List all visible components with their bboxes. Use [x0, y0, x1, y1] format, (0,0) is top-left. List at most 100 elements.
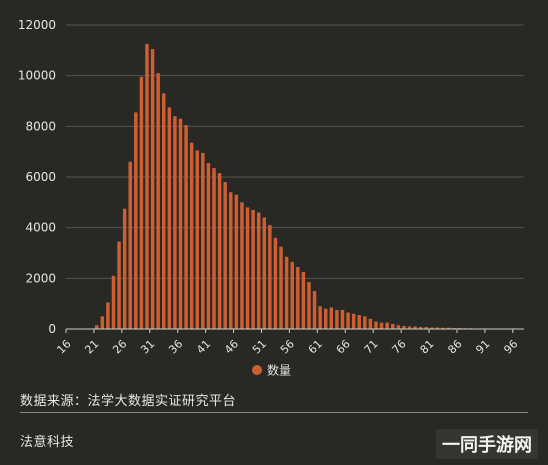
histogram-chart: 0 2000 4000 6000 8000 10000 12000 16 21 26 31 36 41…	[18, 18, 524, 378]
bar	[391, 323, 395, 329]
bar	[94, 325, 99, 329]
x-tick-label: 31	[138, 337, 157, 356]
bar	[430, 327, 434, 329]
bar	[357, 315, 361, 329]
legend[interactable]: 数量	[252, 363, 291, 378]
bar	[145, 44, 149, 329]
bar	[162, 93, 166, 330]
bar	[139, 76, 144, 329]
y-tick-label: 10000	[18, 69, 56, 83]
y-tick-label: 6000	[25, 170, 56, 184]
bar	[100, 316, 105, 329]
bar	[251, 209, 255, 329]
bar	[117, 241, 121, 329]
y-tick-label: 4000	[25, 221, 56, 235]
y-tick-label: 0	[48, 322, 56, 336]
bar	[307, 282, 311, 329]
bar	[229, 192, 233, 329]
bar	[240, 202, 244, 329]
bar	[206, 163, 211, 329]
x-tick-label: 51	[250, 337, 269, 356]
bar	[279, 246, 283, 329]
bar	[201, 152, 205, 329]
x-tick-label: 96	[501, 337, 520, 356]
bar-series	[94, 44, 523, 330]
bar	[106, 302, 110, 329]
x-tick-label: 86	[445, 337, 464, 356]
x-tick-label: 16	[54, 337, 73, 356]
organization-name: 法意科技	[20, 435, 75, 450]
x-tick-label: 66	[334, 337, 353, 356]
y-tick-label: 8000	[25, 119, 56, 133]
bar	[217, 173, 222, 329]
bar	[245, 207, 250, 329]
x-tick-label: 26	[110, 337, 129, 356]
bar	[195, 150, 199, 329]
bar	[363, 316, 367, 329]
x-tick-label: 56	[278, 337, 297, 356]
bar	[184, 125, 188, 329]
bar	[446, 327, 451, 329]
watermark-logo: 一同手游网	[436, 429, 538, 459]
bar	[435, 327, 440, 329]
x-tick-label: 91	[473, 337, 492, 356]
x-tick-label: 81	[418, 337, 437, 356]
y-tick-label: 12000	[18, 18, 56, 32]
bar	[290, 261, 294, 329]
bar	[256, 212, 261, 329]
x-tick-label: 41	[194, 337, 213, 356]
bar	[111, 275, 116, 329]
bar	[262, 217, 267, 329]
bar	[312, 291, 317, 329]
bar	[458, 327, 462, 329]
bar	[301, 272, 306, 329]
bar	[385, 322, 389, 329]
x-tick-label: 21	[82, 337, 101, 356]
bar	[167, 107, 172, 329]
bar	[212, 168, 216, 329]
bar	[424, 326, 428, 329]
bar	[234, 194, 239, 329]
bar	[122, 208, 127, 329]
bar	[340, 310, 345, 329]
x-tick-label: 71	[362, 337, 381, 356]
bar	[323, 308, 328, 329]
bar	[134, 112, 138, 330]
bar	[150, 49, 155, 330]
bar	[374, 321, 378, 329]
bar	[318, 306, 322, 329]
bar	[402, 325, 406, 329]
bar	[368, 318, 373, 329]
bar	[189, 142, 194, 329]
bar	[413, 326, 417, 329]
bar	[223, 182, 227, 329]
bar	[173, 116, 177, 329]
y-tick-label: 2000	[25, 271, 56, 285]
bar	[379, 322, 384, 329]
bar	[296, 266, 300, 329]
bar	[396, 325, 401, 329]
bar	[273, 237, 278, 329]
legend-marker	[252, 365, 262, 375]
bar	[178, 118, 183, 329]
bar	[418, 326, 423, 329]
x-tick-label: 61	[306, 337, 325, 356]
bar	[128, 161, 132, 329]
bar	[452, 327, 456, 329]
bar	[346, 312, 350, 329]
bar	[268, 225, 272, 329]
bar	[335, 310, 339, 329]
bar	[407, 326, 412, 329]
x-tick-label: 46	[222, 337, 241, 356]
x-tick-label: 36	[166, 337, 185, 356]
x-tick-label: 76	[390, 337, 409, 356]
bar	[284, 256, 289, 329]
bar	[156, 73, 160, 329]
bar	[441, 327, 445, 329]
legend-label: 数量	[267, 363, 291, 378]
bar	[351, 313, 356, 329]
data-source-note: 数据来源：法学大数据实证研究平台	[20, 394, 237, 409]
y-axis-ticks: 0 2000 4000 6000 8000 10000 12000	[18, 18, 56, 336]
x-axis-ticks: 16 21 26 31 36 41 46 51 56 61 66 71 76 81 86 91 96	[54, 329, 520, 356]
divider-line	[20, 412, 528, 413]
